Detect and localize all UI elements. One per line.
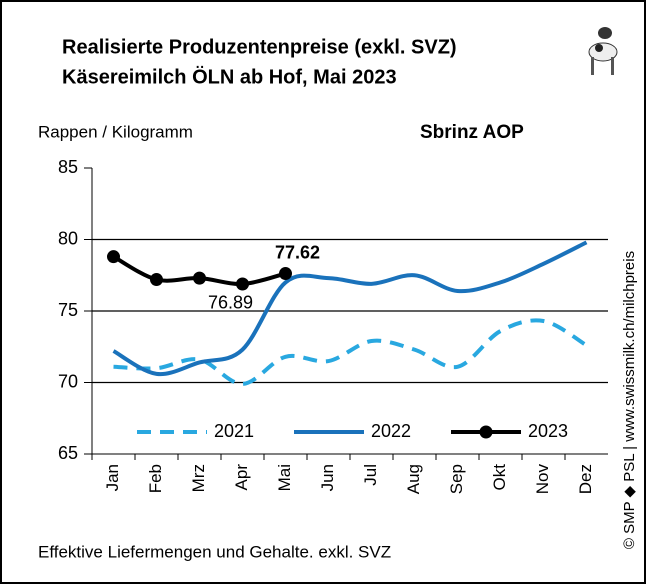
x-tick-label: Aug <box>404 464 423 494</box>
point <box>193 271 206 285</box>
y-tick-label: 70 <box>58 371 78 391</box>
y-tick-label: 80 <box>58 228 78 248</box>
point <box>150 273 163 287</box>
x-tick-label: Apr <box>232 464 251 491</box>
y-tick-label: 85 <box>58 157 78 177</box>
x-tick-label: Jul <box>361 464 380 486</box>
legend-label: 2021 <box>214 421 254 441</box>
series-line <box>113 318 588 386</box>
x-tick-label: Mai <box>275 464 294 491</box>
x-tick-label: Mrz <box>189 464 208 492</box>
x-tick-label: Jan <box>103 464 122 491</box>
x-tick-label: Nov <box>533 464 552 495</box>
point <box>236 277 249 291</box>
value-label: 77.62 <box>275 242 320 262</box>
x-tick-label: Sep <box>447 464 466 494</box>
x-tick-label: Okt <box>490 464 509 491</box>
x-tick-label: Feb <box>146 464 165 493</box>
footnote: Effektive Liefermengen und Gehalte. exkl… <box>38 542 391 561</box>
value-label: 76.89 <box>208 293 253 313</box>
legend-marker <box>479 425 493 439</box>
chart-subtitle: Käsereimilch ÖLN ab Hof, Mai 2023 <box>62 65 397 88</box>
point <box>279 267 292 281</box>
chart-title: Realisierte Produzentenpreise (exkl. SVZ… <box>62 36 457 58</box>
series-line <box>112 240 588 377</box>
cow-icon <box>588 27 618 75</box>
legend-label: 2023 <box>528 421 568 441</box>
x-tick-label: Dez <box>576 464 595 494</box>
y-axis-label: Rappen / Kilogramm <box>38 122 193 141</box>
x-tick-label: Jun <box>318 464 337 491</box>
y-tick-label: 75 <box>58 300 78 320</box>
legend-label: 2022 <box>371 421 411 441</box>
y-tick-label: 65 <box>58 443 78 463</box>
point <box>107 250 120 264</box>
source: © SMP ◆ PSL | www.swissmilk.ch/milchprei… <box>621 251 638 549</box>
chart-label: Sbrinz AOP <box>420 122 524 143</box>
